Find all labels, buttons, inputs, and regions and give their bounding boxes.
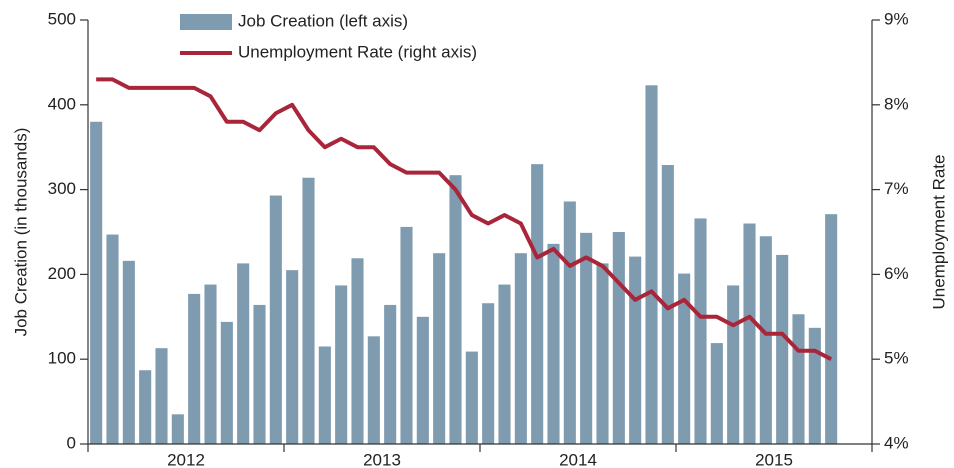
bar — [351, 258, 364, 444]
bar — [286, 270, 299, 444]
y-tick-label: 300 — [48, 179, 76, 198]
bar — [661, 165, 674, 444]
bar — [204, 284, 217, 444]
bar — [743, 223, 756, 444]
y2-tick-label: 4% — [884, 433, 909, 452]
bar — [759, 236, 772, 444]
x-tick-label: 2012 — [167, 450, 205, 468]
bar — [596, 263, 609, 444]
y2-tick-label: 6% — [884, 264, 909, 283]
y-tick-label: 200 — [48, 264, 76, 283]
bar — [367, 336, 380, 444]
bar — [122, 260, 135, 444]
bar — [335, 285, 348, 444]
y-axis-label: Job Creation (in thousands) — [11, 128, 30, 337]
bar — [139, 370, 152, 444]
bar — [106, 234, 119, 444]
y-tick-label: 500 — [48, 9, 76, 28]
y-tick-label: 0 — [67, 433, 76, 452]
bar — [465, 351, 478, 444]
bar — [678, 273, 691, 444]
bar — [531, 164, 544, 444]
y2-tick-label: 9% — [884, 9, 909, 28]
bar — [302, 177, 315, 444]
legend-label: Job Creation (left axis) — [238, 11, 408, 30]
bar — [514, 253, 527, 444]
bar — [498, 284, 511, 444]
bar — [563, 201, 576, 444]
x-tick-label: 2015 — [755, 450, 793, 468]
bar — [645, 85, 658, 445]
y-tick-label: 100 — [48, 349, 76, 368]
legend-label: Unemployment Rate (right axis) — [238, 42, 477, 61]
bar — [318, 346, 331, 444]
bar — [612, 232, 625, 444]
bar — [727, 285, 740, 444]
x-tick-label: 2014 — [559, 450, 597, 468]
bar — [220, 321, 233, 444]
bar — [90, 121, 103, 444]
bar — [482, 303, 495, 444]
bar — [237, 263, 250, 444]
bar — [776, 254, 789, 444]
bar — [171, 414, 184, 444]
y2-tick-label: 8% — [884, 94, 909, 113]
y2-axis-label: Unemployment Rate — [929, 155, 948, 310]
bar — [449, 175, 462, 444]
bar — [269, 195, 282, 444]
bar — [580, 232, 593, 444]
legend-swatch — [180, 14, 232, 30]
y2-tick-label: 5% — [884, 349, 909, 368]
bar — [629, 256, 642, 444]
bar — [825, 214, 838, 444]
bar — [792, 314, 805, 444]
bar — [188, 293, 201, 444]
bar — [433, 253, 446, 444]
bar — [253, 304, 266, 444]
bar — [547, 243, 560, 444]
x-tick-label: 2013 — [363, 450, 401, 468]
bar — [416, 316, 429, 444]
bar — [710, 343, 723, 444]
bar — [400, 226, 413, 444]
y2-tick-label: 7% — [884, 179, 909, 198]
line — [96, 77, 833, 361]
y-tick-label: 400 — [48, 94, 76, 113]
bar — [384, 304, 397, 444]
bar — [808, 327, 821, 444]
bar — [155, 348, 168, 444]
bar — [694, 218, 707, 444]
